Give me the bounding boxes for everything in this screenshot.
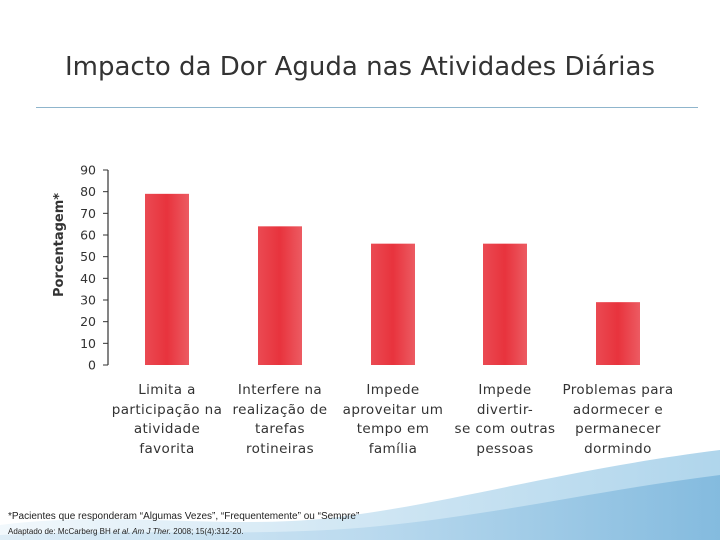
y-tick-label: 30	[80, 293, 96, 308]
footnote: *Pacientes que responderam “Algumas Veze…	[8, 511, 360, 522]
bar	[371, 243, 415, 365]
source-suffix: 2008; 15(4):312-20.	[171, 527, 244, 536]
bar	[483, 243, 527, 365]
source-prefix: Adaptado de: McCarberg BH	[8, 527, 113, 536]
source-citation: Adaptado de: McCarberg BH et al. Am J Th…	[8, 527, 244, 536]
y-tick-label: 10	[80, 336, 96, 351]
x-tick-label: Impede aproveitar um tempo em família	[342, 382, 444, 457]
x-tick-label: Problemas para adormecer e permanecer dormi…	[562, 382, 674, 457]
y-tick-label: 80	[80, 184, 96, 199]
y-tick-label: 60	[80, 228, 96, 243]
y-tick-label: 90	[80, 163, 96, 178]
bars	[145, 193, 640, 365]
x-tick-label: Impede divertir-se com outras pessoas	[454, 382, 556, 457]
y-tick-label: 70	[80, 206, 96, 221]
bar	[596, 302, 640, 365]
x-tick-label: Limita a participação na atividade favorita	[111, 382, 223, 457]
y-tick-label: 20	[80, 314, 96, 329]
bar	[258, 226, 302, 365]
title-divider	[36, 107, 698, 108]
decorative-wave-background	[0, 450, 720, 540]
y-tick-label: 40	[80, 271, 96, 286]
chart-title: Impacto da Dor Aguda nas Atividades Diár…	[64, 52, 656, 82]
y-tick-label: 0	[88, 358, 96, 373]
y-tick-label: 50	[80, 249, 96, 264]
x-tick-label: Interfere na realização de tarefas rotineir…	[232, 382, 328, 457]
y-axis: 0 10 20 30 40 50 60 70 80 90	[80, 163, 109, 373]
bar	[145, 193, 189, 365]
y-axis-label: Porcentagem*	[52, 193, 67, 297]
source-italic: et al. Am J Ther.	[112, 527, 172, 536]
